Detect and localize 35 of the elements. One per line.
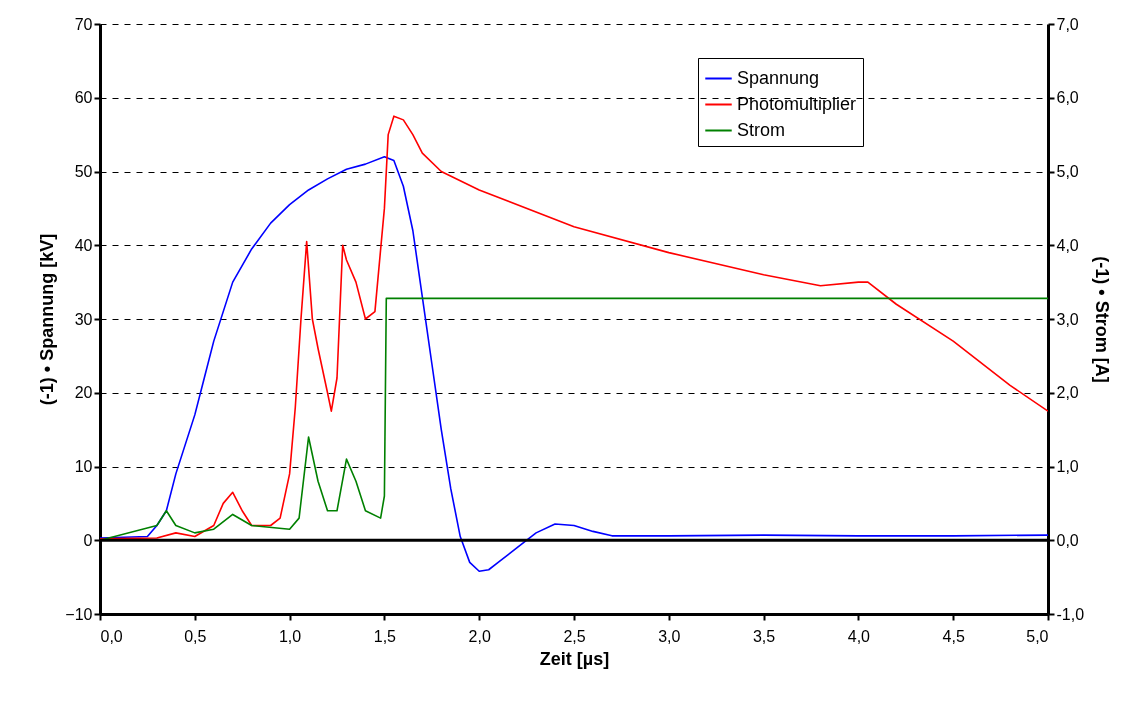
y2-tick-label: 6,0	[1056, 89, 1079, 107]
y2-tick-label: 0,0	[1056, 531, 1079, 549]
y-tick-label: 30	[74, 310, 93, 328]
x-tick-label: 3,5	[752, 627, 776, 645]
y-tick-label: 0	[83, 531, 93, 549]
y2-tick-label: 7,0	[1056, 15, 1079, 33]
legend-label: Photomultiplier	[737, 93, 857, 114]
y-tick-label: −10	[65, 605, 93, 623]
y2-tick-label: -1,0	[1056, 605, 1085, 623]
y-tick-label: 60	[74, 89, 93, 107]
x-tick-label: 0,0	[100, 627, 123, 645]
legend-label: Spannung	[737, 67, 820, 88]
y-tick-label: 20	[74, 384, 93, 402]
x-tick-label: 1,0	[278, 627, 302, 645]
y-axis-title: (-1) • Spannung [kV]	[37, 233, 58, 406]
y-tick-label: 70	[74, 15, 93, 33]
x-tick-label: 2,5	[563, 627, 586, 645]
y-tick-label: 40	[74, 236, 93, 254]
y2-tick-label: 4,0	[1056, 236, 1079, 254]
x-tick-label: 4,5	[942, 627, 965, 645]
y-tick-label: 50	[74, 163, 93, 180]
y2-tick-label: 5,0	[1056, 163, 1079, 180]
x-axis-title: Zeit [µs]	[539, 648, 610, 669]
x-tick-label: 4,0	[847, 627, 871, 645]
legend-label: Strom	[737, 119, 786, 140]
y-tick-label: 10	[74, 458, 93, 475]
x-tick-label: 2,0	[468, 627, 491, 645]
x-tick-label: 3,0	[658, 627, 681, 645]
y2-tick-label: 3,0	[1056, 310, 1079, 328]
x-tick-label: 1,5	[373, 627, 397, 645]
y2-tick-label: 2,0	[1056, 384, 1079, 402]
x-tick-label: 5,0	[1026, 627, 1049, 645]
y2-axis-title: (-1) • Strom [A]	[1092, 256, 1113, 383]
y2-tick-label: 1,0	[1056, 458, 1079, 475]
x-tick-label: 0,5	[184, 627, 207, 645]
